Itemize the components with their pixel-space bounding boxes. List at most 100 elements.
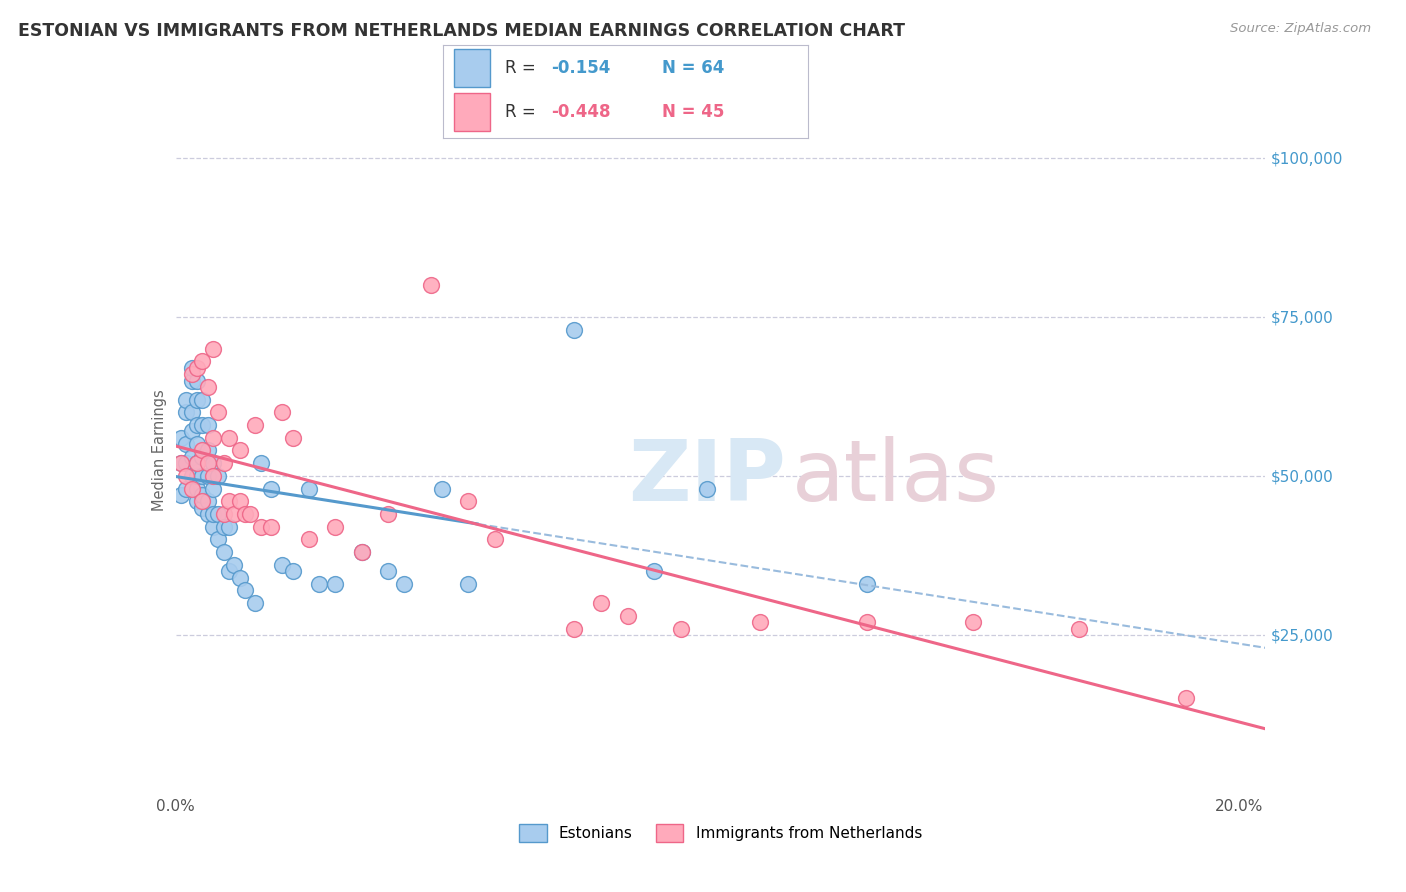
Point bbox=[201, 456, 224, 470]
Point bbox=[245, 417, 267, 432]
Point bbox=[308, 577, 330, 591]
Point bbox=[281, 564, 304, 578]
Point bbox=[191, 469, 214, 483]
Point bbox=[350, 545, 373, 559]
Point bbox=[484, 533, 506, 547]
Point bbox=[186, 494, 208, 508]
Point bbox=[218, 564, 240, 578]
Point bbox=[245, 596, 267, 610]
Point bbox=[197, 443, 219, 458]
Point bbox=[224, 507, 246, 521]
Text: -0.448: -0.448 bbox=[551, 103, 610, 121]
Point bbox=[186, 456, 208, 470]
Point bbox=[962, 615, 984, 630]
Point bbox=[186, 374, 208, 388]
Point bbox=[197, 417, 219, 432]
Point bbox=[191, 443, 214, 458]
Point bbox=[170, 456, 193, 470]
Point bbox=[669, 622, 692, 636]
Point bbox=[170, 431, 193, 445]
Point bbox=[249, 456, 271, 470]
Point bbox=[564, 622, 586, 636]
Point bbox=[643, 564, 665, 578]
Point bbox=[191, 392, 214, 407]
Point bbox=[855, 615, 877, 630]
Point bbox=[180, 374, 202, 388]
Point bbox=[323, 520, 346, 534]
Point bbox=[749, 615, 772, 630]
Point bbox=[197, 456, 219, 470]
Point bbox=[180, 405, 202, 419]
Point bbox=[176, 437, 198, 451]
Text: ESTONIAN VS IMMIGRANTS FROM NETHERLANDS MEDIAN EARNINGS CORRELATION CHART: ESTONIAN VS IMMIGRANTS FROM NETHERLANDS … bbox=[18, 22, 905, 40]
Point bbox=[186, 456, 208, 470]
Point bbox=[170, 456, 193, 470]
Point bbox=[176, 405, 198, 419]
Point bbox=[186, 392, 208, 407]
Point bbox=[1069, 622, 1091, 636]
Point bbox=[186, 482, 208, 496]
Point bbox=[201, 469, 224, 483]
Point bbox=[271, 405, 294, 419]
Point bbox=[197, 494, 219, 508]
Point bbox=[1174, 691, 1197, 706]
Point bbox=[191, 494, 214, 508]
Point bbox=[298, 533, 321, 547]
Text: R =: R = bbox=[505, 103, 541, 121]
Point bbox=[696, 482, 718, 496]
Point bbox=[377, 507, 399, 521]
Text: Source: ZipAtlas.com: Source: ZipAtlas.com bbox=[1230, 22, 1371, 36]
Point bbox=[589, 596, 612, 610]
Point bbox=[377, 564, 399, 578]
Point bbox=[201, 507, 224, 521]
Y-axis label: Median Earnings: Median Earnings bbox=[152, 390, 167, 511]
Point bbox=[239, 507, 262, 521]
Point bbox=[233, 583, 256, 598]
Point bbox=[180, 450, 202, 464]
Point bbox=[457, 577, 479, 591]
Point bbox=[212, 520, 235, 534]
Legend: Estonians, Immigrants from Netherlands: Estonians, Immigrants from Netherlands bbox=[513, 818, 928, 848]
Text: ZIP: ZIP bbox=[628, 436, 786, 519]
Point bbox=[176, 392, 198, 407]
Point bbox=[201, 482, 224, 496]
Point bbox=[176, 469, 198, 483]
Point bbox=[180, 469, 202, 483]
Point bbox=[218, 494, 240, 508]
Point bbox=[249, 520, 271, 534]
Point bbox=[180, 425, 202, 439]
Point bbox=[186, 360, 208, 375]
Point bbox=[186, 469, 208, 483]
Point bbox=[197, 507, 219, 521]
Point bbox=[564, 323, 586, 337]
Point bbox=[233, 507, 256, 521]
Point bbox=[201, 520, 224, 534]
Point bbox=[430, 482, 453, 496]
Point bbox=[191, 417, 214, 432]
Point bbox=[228, 443, 250, 458]
Point bbox=[207, 533, 229, 547]
Point bbox=[197, 380, 219, 394]
Point bbox=[224, 558, 246, 572]
Point bbox=[176, 456, 198, 470]
Text: N = 64: N = 64 bbox=[662, 59, 724, 77]
Point bbox=[176, 482, 198, 496]
Point bbox=[186, 437, 208, 451]
Point bbox=[457, 494, 479, 508]
Bar bbox=[454, 94, 491, 131]
Point bbox=[197, 469, 219, 483]
Bar bbox=[454, 49, 491, 87]
Point bbox=[207, 507, 229, 521]
Text: N = 45: N = 45 bbox=[662, 103, 724, 121]
Point bbox=[260, 482, 283, 496]
Point bbox=[281, 431, 304, 445]
Point bbox=[228, 571, 250, 585]
Point bbox=[180, 367, 202, 381]
Point bbox=[180, 360, 202, 375]
Point bbox=[180, 482, 202, 496]
Point bbox=[271, 558, 294, 572]
Point bbox=[394, 577, 416, 591]
Point bbox=[201, 342, 224, 356]
Point bbox=[186, 417, 208, 432]
Point bbox=[191, 354, 214, 368]
